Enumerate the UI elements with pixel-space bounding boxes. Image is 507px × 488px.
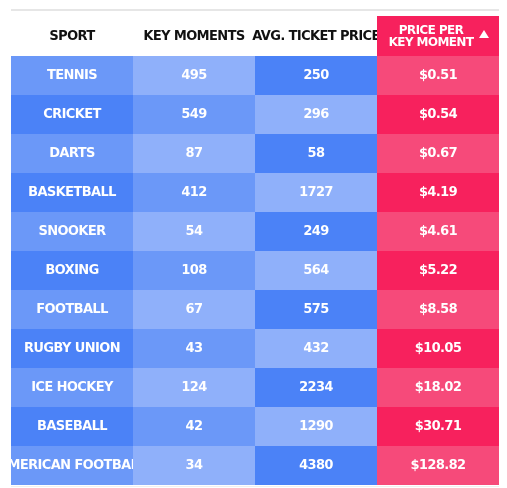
table-row: CRICKET 549 296 $0.54: [11, 95, 499, 134]
table-header-row: SPORT KEY MOMENTS AVG. TICKET PRICE PRIC…: [11, 16, 499, 56]
cell-key-moments: 54: [133, 212, 255, 251]
table-row: BASEBALL 42 1290 $30.71: [11, 407, 499, 446]
cell-price-per-key-moment: $0.54: [377, 95, 499, 134]
cell-sport: TENNIS: [11, 56, 133, 95]
top-divider: [11, 9, 499, 11]
cell-avg-ticket-price: 249: [255, 212, 377, 251]
cell-avg-ticket-price: 1290: [255, 407, 377, 446]
cell-avg-ticket-price: 2234: [255, 368, 377, 407]
table-row: DARTS 87 58 $0.67: [11, 134, 499, 173]
cell-sport: RUGBY UNION: [11, 329, 133, 368]
bottom-divider: [11, 486, 499, 487]
cell-price-per-key-moment: $0.67: [377, 134, 499, 173]
cell-avg-ticket-price: 250: [255, 56, 377, 95]
cell-sport: BASEBALL: [11, 407, 133, 446]
cell-avg-ticket-price: 575: [255, 290, 377, 329]
header-key-moments[interactable]: KEY MOMENTS: [133, 16, 255, 56]
triangle-up-icon[interactable]: [479, 30, 489, 38]
cell-price-per-key-moment: $10.05: [377, 329, 499, 368]
table-row: ICE HOCKEY 124 2234 $18.02: [11, 368, 499, 407]
cell-price-per-key-moment: $4.19: [377, 173, 499, 212]
cell-avg-ticket-price: 58: [255, 134, 377, 173]
cell-key-moments: 42: [133, 407, 255, 446]
sports-price-table: SPORT KEY MOMENTS AVG. TICKET PRICE PRIC…: [0, 16, 499, 485]
cell-key-moments: 43: [133, 329, 255, 368]
cell-key-moments: 87: [133, 134, 255, 173]
cell-avg-ticket-price: 1727: [255, 173, 377, 212]
header-price-per-line: PRICE PER: [398, 23, 464, 37]
header-key-moment-line: KEY MOMENT: [388, 35, 474, 49]
cell-avg-ticket-price: 296: [255, 95, 377, 134]
header-avg-ticket-price[interactable]: AVG. TICKET PRICE: [252, 16, 380, 56]
cell-price-per-key-moment: $4.61: [377, 212, 499, 251]
cell-key-moments: 34: [133, 446, 255, 485]
cell-key-moments: 124: [133, 368, 255, 407]
table-row: AMERICAN FOOTBALL 34 4380 $128.82: [0, 446, 499, 485]
table-row: BASKETBALL 412 1727 $4.19: [11, 173, 499, 212]
table-row: RUGBY UNION 43 432 $10.05: [11, 329, 499, 368]
table-row: FOOTBALL 67 575 $8.58: [11, 290, 499, 329]
cell-price-per-key-moment: $0.51: [377, 56, 499, 95]
cell-sport: ICE HOCKEY: [11, 368, 133, 407]
header-sport[interactable]: SPORT: [11, 16, 133, 56]
cell-price-per-key-moment: $30.71: [377, 407, 499, 446]
cell-sport: CRICKET: [11, 95, 133, 134]
table-body: TENNIS 495 250 $0.51 CRICKET 549 296 $0.54 DARTS…: [0, 56, 499, 485]
cell-price-per-key-moment: $128.82: [377, 446, 499, 485]
cell-sport: DARTS: [11, 134, 133, 173]
cell-key-moments: 495: [133, 56, 255, 95]
cell-sport: BASKETBALL: [11, 173, 133, 212]
cell-key-moments: 67: [133, 290, 255, 329]
cell-price-per-key-moment: $5.22: [377, 251, 499, 290]
cell-sport: AMERICAN FOOTBALL: [0, 446, 147, 485]
table-row: SNOOKER 54 249 $4.61: [11, 212, 499, 251]
cell-key-moments: 549: [133, 95, 255, 134]
cell-avg-ticket-price: 564: [255, 251, 377, 290]
cell-sport: BOXING: [11, 251, 133, 290]
cell-sport: FOOTBALL: [11, 290, 133, 329]
cell-sport: SNOOKER: [11, 212, 133, 251]
cell-avg-ticket-price: 432: [255, 329, 377, 368]
cell-price-per-key-moment: $18.02: [377, 368, 499, 407]
cell-avg-ticket-price: 4380: [255, 446, 377, 485]
cell-key-moments: 108: [133, 251, 255, 290]
table-row: TENNIS 495 250 $0.51: [11, 56, 499, 95]
cell-price-per-key-moment: $8.58: [377, 290, 499, 329]
table-row: BOXING 108 564 $5.22: [11, 251, 499, 290]
cell-key-moments: 412: [133, 173, 255, 212]
header-price-per-key-moment-label: PRICE PER KEY MOMENT: [389, 24, 474, 48]
header-price-per-key-moment[interactable]: PRICE PER KEY MOMENT: [377, 16, 499, 56]
